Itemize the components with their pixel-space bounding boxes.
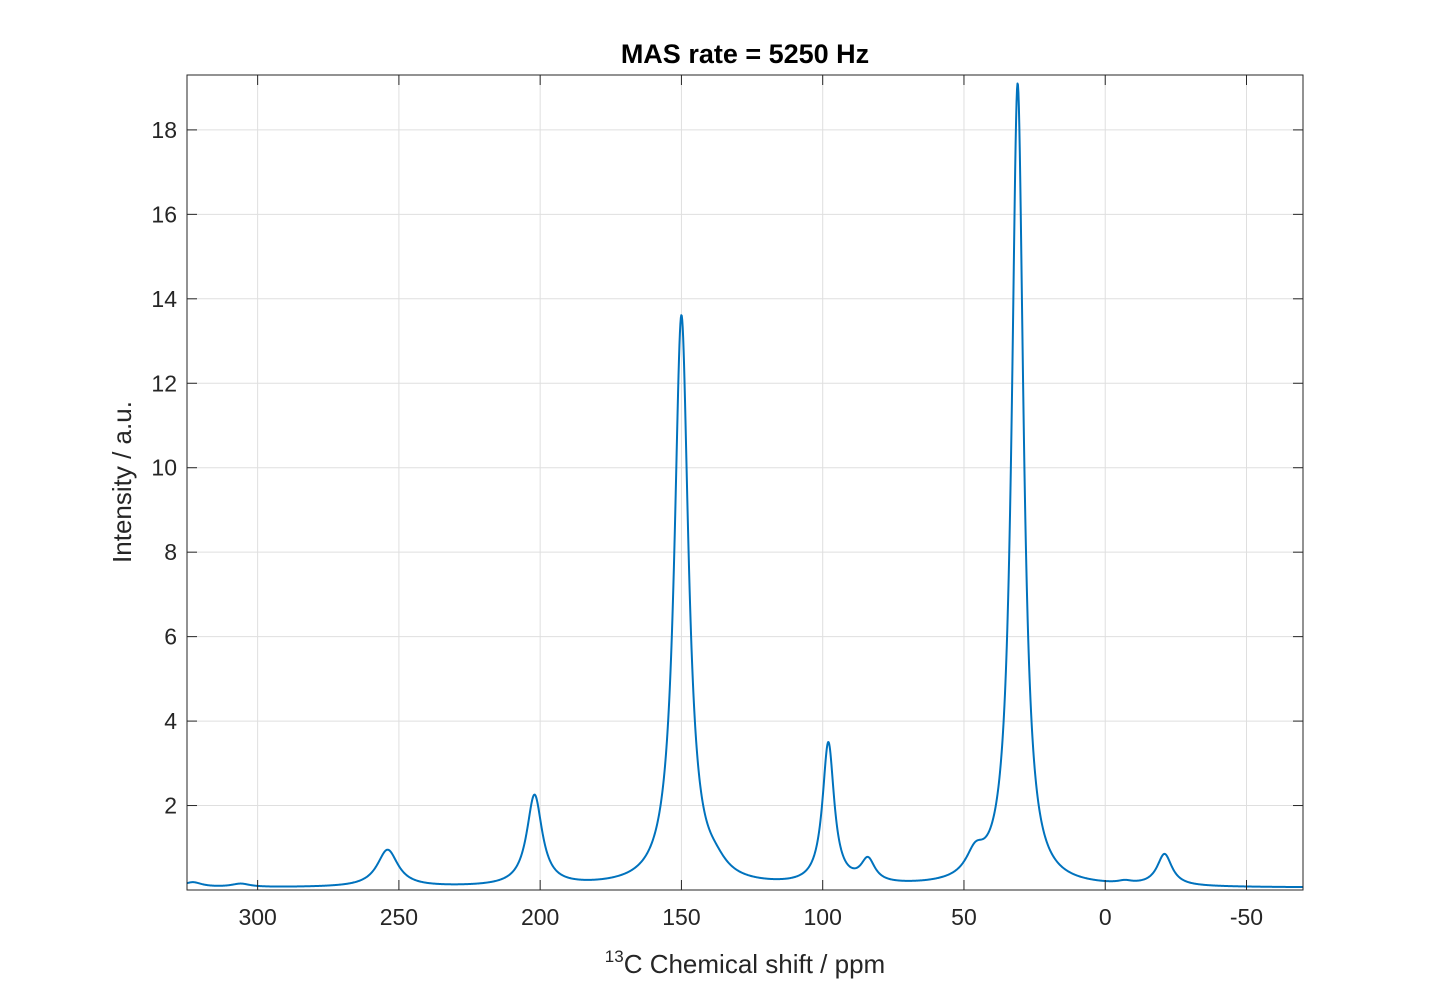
x-axis-label-superscript: 13 (605, 947, 624, 966)
y-tick-label: 18 (151, 117, 177, 143)
x-tick-label: 200 (521, 904, 559, 930)
x-tick-label: 300 (238, 904, 276, 930)
y-tick-label: 12 (151, 370, 177, 396)
y-tick-label: 2 (164, 793, 177, 819)
y-tick-label: 8 (164, 539, 177, 565)
grid (187, 75, 1303, 890)
x-tick-label: 0 (1099, 904, 1112, 930)
x-tick-label: 100 (804, 904, 842, 930)
x-axis-label-text: C Chemical shift / ppm (624, 949, 886, 979)
x-tick-labels: 300 250 200 150 100 50 0 -50 (238, 904, 1263, 930)
y-tick-label: 10 (151, 455, 177, 481)
spectrum-line (186, 82, 1304, 889)
y-tick-label: 4 (164, 708, 177, 734)
x-tick-label: 50 (951, 904, 977, 930)
y-tick-label: 16 (151, 201, 177, 227)
x-tick-label: 250 (380, 904, 418, 930)
y-axis-label: Intensity / a.u. (107, 401, 137, 563)
x-axis-label: 13C Chemical shift / ppm (605, 947, 885, 979)
chart-title: MAS rate = 5250 Hz (621, 39, 869, 69)
axes-box (186, 74, 1304, 891)
y-tick-label: 14 (151, 286, 177, 312)
plot-area (186, 82, 1304, 889)
x-tick-label: 150 (662, 904, 700, 930)
ticks (187, 75, 1303, 890)
x-tick-label: -50 (1230, 904, 1263, 930)
y-tick-labels: 2 4 6 8 10 12 14 16 18 (151, 117, 177, 819)
y-tick-label: 6 (164, 624, 177, 650)
